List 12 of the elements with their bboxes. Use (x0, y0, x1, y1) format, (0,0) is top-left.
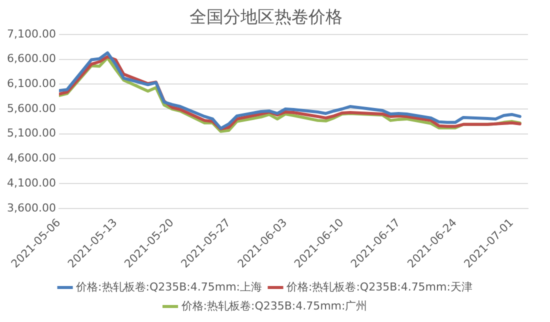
y-tick-label: 5,600.00 (7, 102, 56, 115)
y-tick-label: 7,100.00 (7, 27, 56, 40)
legend-label: 价格:热轧板卷:Q235B:4.75mm:上海 (75, 280, 262, 294)
y-tick-label: 4,100.00 (7, 176, 56, 190)
y-tick-label: 6,100.00 (7, 76, 56, 90)
legend-label: 价格:热轧板卷:Q235B:4.75mm:天津 (286, 280, 472, 294)
y-tick-label: 4,600.00 (7, 152, 56, 165)
legend-label: 价格:热轧板卷:Q235B:4.75mm:广州 (180, 299, 368, 312)
y-tick-label: 6,600.00 (7, 52, 56, 66)
y-tick-label: 5,100.00 (7, 126, 56, 140)
chart-title: 全国分地区热卷价格 (190, 8, 342, 28)
y-tick-label: 3,600.00 (7, 201, 56, 214)
